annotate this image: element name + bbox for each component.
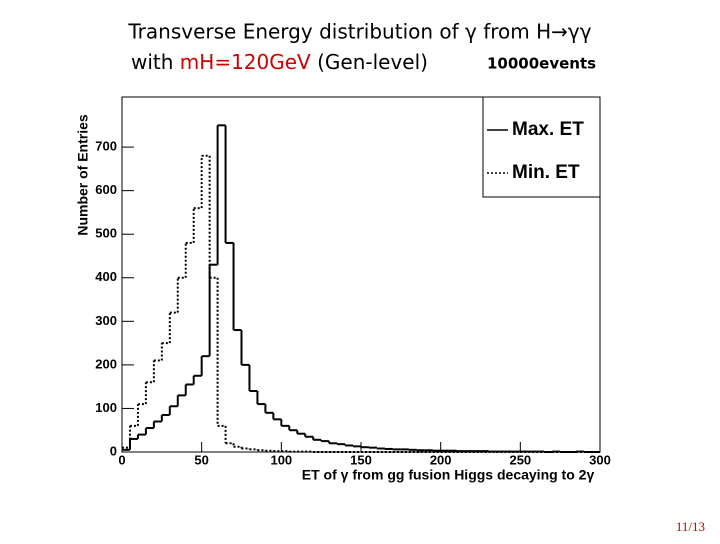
y-tick-label: 100 [95, 400, 117, 415]
title-prefix: with [131, 50, 173, 74]
y-tick-label: 300 [95, 313, 117, 328]
x-tick-label: 0 [118, 452, 125, 467]
y-tick-label: 500 [95, 226, 117, 241]
legend-label: Min. ET [512, 162, 580, 183]
legend-label: Max. ET [512, 119, 584, 140]
y-tick-label: 700 [95, 139, 117, 154]
x-tick-label: 250 [509, 452, 531, 467]
y-tick-label: 200 [95, 356, 117, 371]
page-number: 11/13 [676, 519, 705, 534]
y-axis-label: Number of Entries [75, 114, 91, 236]
y-tick-label: 400 [95, 269, 117, 284]
x-axis-label: ET of γ from gg fusion Higgs decaying to… [302, 467, 595, 483]
title-suffix: (Gen-level) [317, 50, 428, 74]
y-tick-label: 600 [95, 182, 117, 197]
note: 10000events [487, 55, 596, 73]
y-tick-label: 0 [110, 443, 117, 458]
legend-box [482, 96, 601, 198]
title-highlight: mH=120GeV [180, 50, 311, 74]
title-line: Transverse Energy distribution of γ from… [127, 20, 591, 44]
x-tick-label: 50 [194, 452, 208, 467]
x-tick-label: 100 [270, 452, 292, 467]
title-line: with mH=120GeV (Gen-level) [131, 50, 428, 74]
x-tick-label: 300 [589, 452, 611, 467]
x-tick-label: 150 [350, 452, 372, 467]
x-tick-label: 200 [430, 452, 452, 467]
